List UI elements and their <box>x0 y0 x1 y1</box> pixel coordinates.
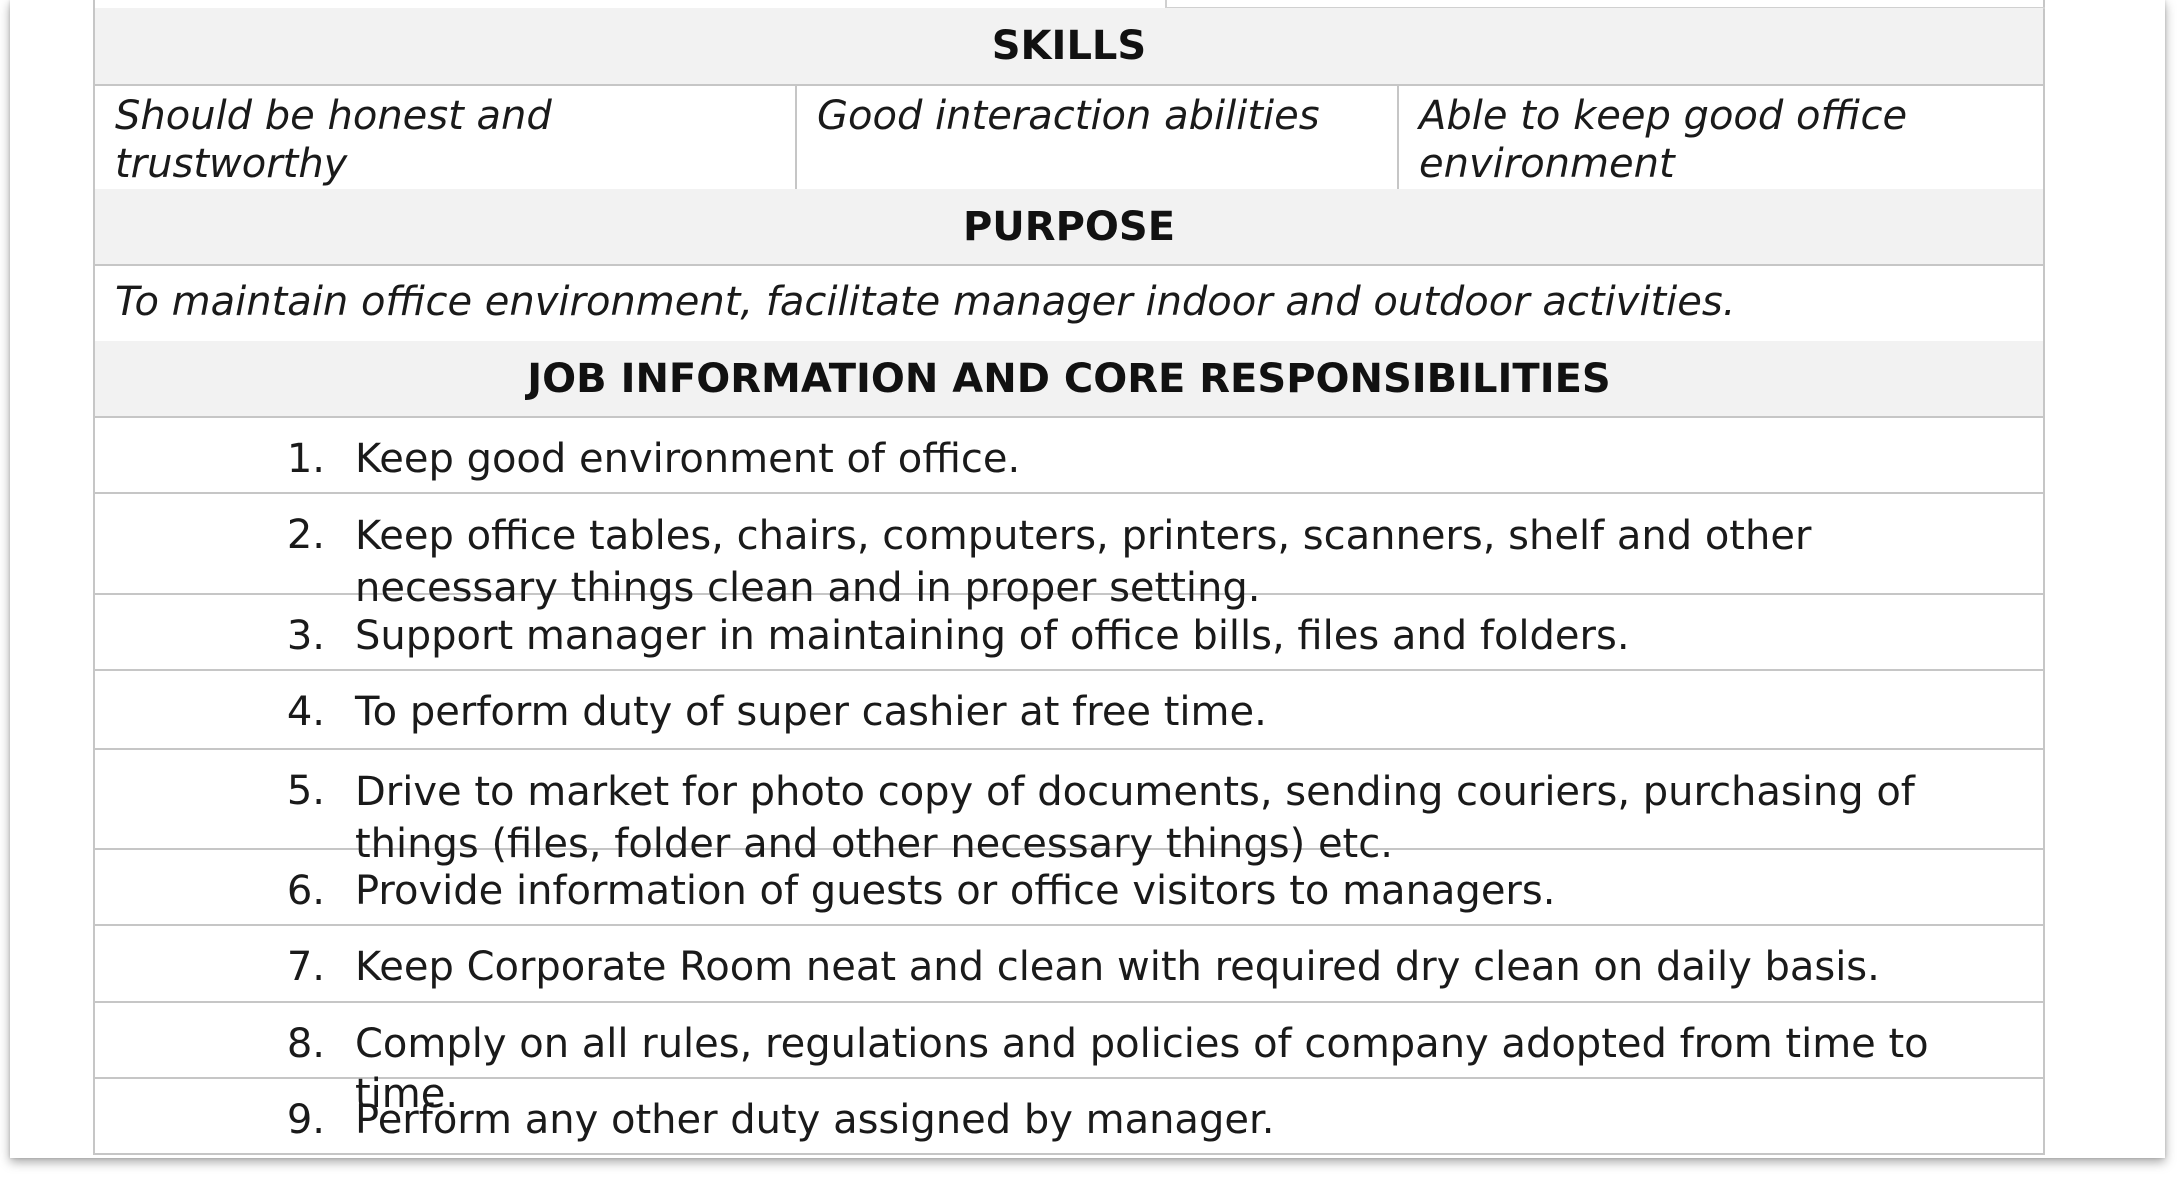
item-number: 9. <box>286 1097 325 1143</box>
responsibility-item: 8. Comply on all rules, regulations and … <box>95 1003 2043 1117</box>
skill-office-environment: Able to keep good office environment <box>1397 86 2043 189</box>
item-text: Comply on all rules, regulations and pol… <box>355 1021 1929 1117</box>
skills-heading: SKILLS <box>95 8 2043 86</box>
purpose-row: To maintain office environment, facilita… <box>95 266 2043 341</box>
item-number: 5. <box>286 768 325 814</box>
item-text: Provide information of guests or office … <box>355 868 1556 914</box>
responsibility-item: 6. Provide information of guests or offi… <box>95 850 2043 926</box>
item-number: 3. <box>286 613 325 659</box>
item-number: 7. <box>286 944 325 990</box>
item-number: 6. <box>286 868 325 914</box>
item-text: Keep good environment of office. <box>355 436 1021 482</box>
item-text: Support manager in maintaining of office… <box>355 613 1630 659</box>
skill-interaction: Good interaction abilities <box>795 86 1397 189</box>
item-text: To perform duty of super cashier at free… <box>355 689 1267 735</box>
responsibility-item: 5. Drive to market for photo copy of doc… <box>95 750 2043 867</box>
responsibility-item: 9. Perform any other duty assigned by ma… <box>95 1079 2043 1153</box>
item-number: 1. <box>286 436 325 482</box>
top-divider-stub <box>1165 0 1167 8</box>
item-number: 4. <box>286 689 325 735</box>
responsibilities-heading: JOB INFORMATION AND CORE RESPONSIBILITIE… <box>95 341 2043 418</box>
purpose-heading: PURPOSE <box>95 189 2043 266</box>
skill-honest: Should be honest and trustworthy <box>115 93 552 187</box>
item-text: Keep office tables, chairs, computers, p… <box>355 513 1812 611</box>
responsibility-item: 3. Support manager in maintaining of off… <box>95 595 2043 671</box>
skills-row: Should be honest and trustworthy Good in… <box>95 86 2043 189</box>
responsibility-item: 7. Keep Corporate Room neat and clean wi… <box>95 926 2043 1003</box>
item-number: 8. <box>286 1021 325 1067</box>
job-description-table: SKILLS Should be honest and trustworthy … <box>93 0 2045 1155</box>
responsibility-item: 4. To perform duty of super cashier at f… <box>95 671 2043 750</box>
document-page: SKILLS Should be honest and trustworthy … <box>10 0 2165 1158</box>
responsibility-item: 2. Keep office tables, chairs, computers… <box>95 494 2043 611</box>
item-number: 2. <box>286 512 325 558</box>
item-text: Perform any other duty assigned by manag… <box>355 1097 1275 1143</box>
responsibility-item: 1. Keep good environment of office. <box>95 418 2043 494</box>
item-text: Keep Corporate Room neat and clean with … <box>355 944 1880 990</box>
purpose-text: To maintain office environment, facilita… <box>115 279 1736 325</box>
item-text: Drive to market for photo copy of docume… <box>355 769 1915 867</box>
